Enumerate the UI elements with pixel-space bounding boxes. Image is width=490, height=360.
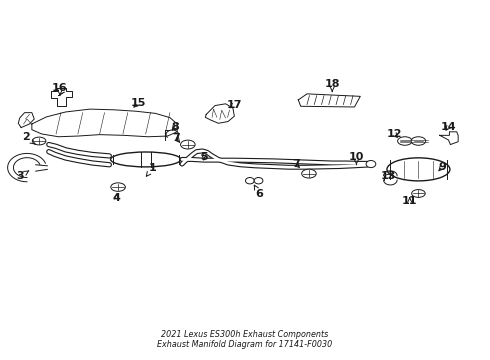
Text: 13: 13 <box>380 171 395 181</box>
Text: 17: 17 <box>226 100 242 110</box>
Text: 9: 9 <box>439 162 446 171</box>
Polygon shape <box>18 113 34 127</box>
Ellipse shape <box>302 169 316 178</box>
Text: 7: 7 <box>292 159 300 169</box>
Text: 4: 4 <box>113 193 121 203</box>
Text: 11: 11 <box>402 196 417 206</box>
Text: 14: 14 <box>441 122 456 132</box>
Ellipse shape <box>111 183 125 192</box>
Polygon shape <box>32 109 177 137</box>
Ellipse shape <box>412 190 425 197</box>
Text: 2: 2 <box>22 132 35 144</box>
Text: 5: 5 <box>200 152 208 162</box>
Ellipse shape <box>32 137 46 145</box>
Text: 6: 6 <box>254 185 264 199</box>
Text: 2021 Lexus ES300h Exhaust Components: 2021 Lexus ES300h Exhaust Components <box>161 330 329 339</box>
Ellipse shape <box>411 137 426 145</box>
Text: 7: 7 <box>172 133 180 143</box>
Text: 15: 15 <box>131 98 146 108</box>
Polygon shape <box>51 88 72 105</box>
Text: 16: 16 <box>52 83 68 96</box>
Ellipse shape <box>245 177 254 184</box>
Ellipse shape <box>387 158 450 181</box>
Text: Exhaust Manifold Diagram for 17141-F0030: Exhaust Manifold Diagram for 17141-F0030 <box>157 340 333 349</box>
Text: 3: 3 <box>16 171 29 181</box>
Text: 8: 8 <box>171 122 179 132</box>
Text: 1: 1 <box>147 163 157 176</box>
Polygon shape <box>298 94 360 107</box>
Polygon shape <box>440 132 458 145</box>
Text: 18: 18 <box>324 78 340 91</box>
Ellipse shape <box>254 177 263 184</box>
Ellipse shape <box>111 152 181 167</box>
Ellipse shape <box>397 137 412 145</box>
Ellipse shape <box>181 140 195 149</box>
Polygon shape <box>205 104 234 123</box>
Text: 10: 10 <box>349 152 364 165</box>
Ellipse shape <box>366 161 376 168</box>
Text: 12: 12 <box>387 129 402 139</box>
